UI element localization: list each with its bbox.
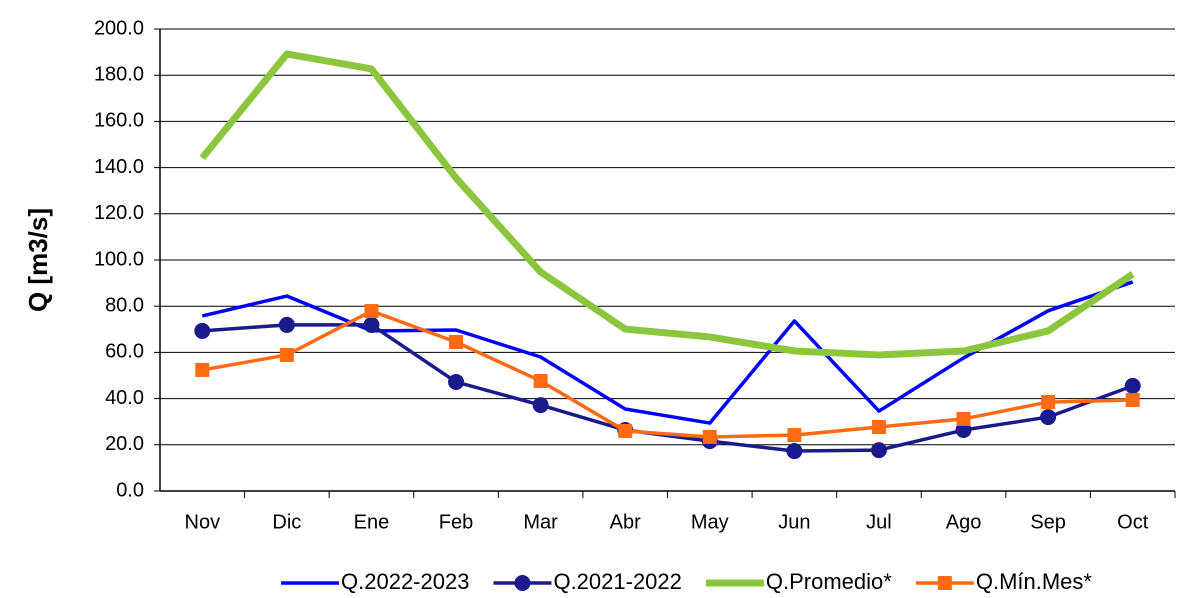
y-tick-label: 100.0 bbox=[94, 248, 144, 270]
data-point bbox=[449, 335, 464, 350]
data-point bbox=[1125, 392, 1140, 407]
data-point bbox=[618, 423, 633, 438]
x-tick-label: Sep bbox=[1030, 511, 1066, 533]
data-point bbox=[1041, 395, 1056, 410]
data-point bbox=[195, 362, 210, 377]
data-point bbox=[787, 428, 802, 443]
legend-label: Q.2021-2022 bbox=[553, 569, 681, 594]
data-point bbox=[278, 316, 295, 333]
y-tick-label: 0.0 bbox=[116, 479, 144, 501]
x-tick-label: Mar bbox=[523, 511, 558, 533]
y-tick-label: 40.0 bbox=[105, 387, 144, 409]
data-point bbox=[956, 411, 971, 426]
y-tick-label: 200.0 bbox=[94, 17, 144, 39]
x-tick-label: Nov bbox=[185, 511, 221, 533]
data-point bbox=[871, 420, 886, 435]
y-tick-label: 60.0 bbox=[105, 341, 144, 363]
data-point bbox=[1040, 409, 1057, 426]
x-tick-label: Ago bbox=[946, 511, 982, 533]
y-axis-label: Q [m3/s] bbox=[23, 208, 53, 312]
data-point bbox=[533, 374, 548, 389]
y-tick-label: 180.0 bbox=[94, 63, 144, 85]
legend-marker bbox=[937, 576, 952, 590]
legend-label: Q.2022-2023 bbox=[341, 569, 469, 594]
x-tick-label: Feb bbox=[439, 511, 473, 533]
data-point bbox=[702, 429, 717, 444]
x-tick-label: Jun bbox=[778, 511, 810, 533]
x-tick-label: May bbox=[691, 511, 729, 533]
y-tick-label: 20.0 bbox=[105, 433, 144, 455]
data-point bbox=[194, 322, 211, 339]
x-tick-label: Ene bbox=[354, 511, 390, 533]
data-point bbox=[532, 397, 549, 414]
data-point bbox=[364, 304, 379, 319]
y-tick-label: 80.0 bbox=[105, 294, 144, 316]
legend-marker bbox=[514, 575, 531, 591]
data-point bbox=[955, 422, 972, 439]
x-tick-label: Oct bbox=[1117, 511, 1149, 533]
x-tick-label: Abr bbox=[610, 511, 641, 533]
x-tick-label: Jul bbox=[866, 511, 892, 533]
legend-label: Q.Promedio* bbox=[766, 569, 892, 594]
y-tick-label: 160.0 bbox=[94, 110, 144, 132]
y-tick-label: 140.0 bbox=[94, 156, 144, 178]
legend-label: Q.Mín.Mes* bbox=[976, 569, 1093, 594]
data-point bbox=[448, 373, 465, 390]
y-tick-label: 120.0 bbox=[94, 202, 144, 224]
x-tick-label: Dic bbox=[272, 511, 301, 533]
data-point bbox=[870, 442, 887, 459]
data-point bbox=[786, 443, 803, 460]
data-point bbox=[363, 316, 380, 333]
series-line bbox=[201, 309, 1133, 439]
data-point bbox=[1124, 377, 1141, 394]
data-point bbox=[279, 347, 294, 362]
series-line bbox=[199, 50, 1135, 359]
